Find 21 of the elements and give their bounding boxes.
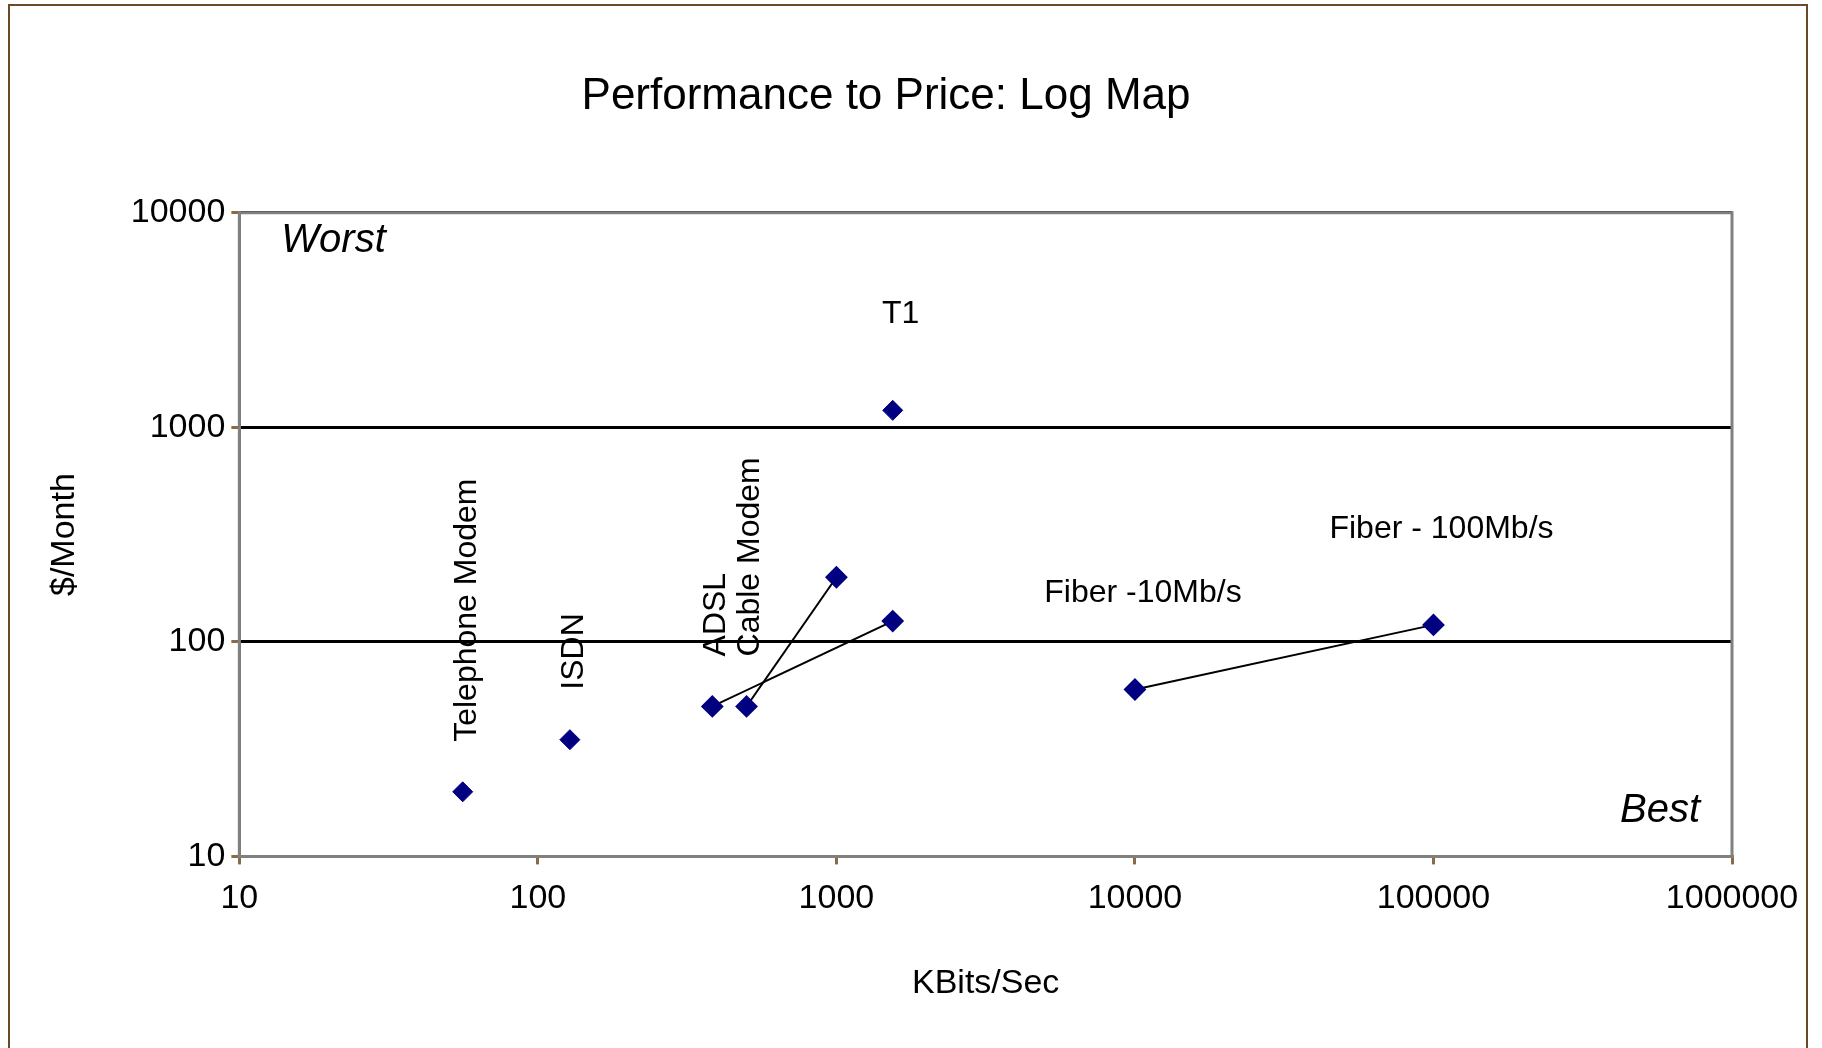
x-tick-label: 100 <box>509 877 567 916</box>
chart-title: Performance to Price: Log Map <box>581 68 1191 118</box>
y-tick-label: 10000 <box>130 191 226 230</box>
annotation: Telephone Modem <box>446 478 483 742</box>
y-tick-label: 1000 <box>149 405 226 444</box>
y-tick-label: 10 <box>187 834 226 873</box>
y-tick-label: 100 <box>168 620 226 659</box>
annotation: Worst <box>281 215 388 260</box>
x-axis-title: KBits/Sec <box>911 961 1060 1000</box>
annotation: Fiber - 100Mb/s <box>1329 508 1554 545</box>
annotation: Cable Modem <box>730 457 767 657</box>
x-tick-label: 10000 <box>1087 877 1183 916</box>
x-tick-label: 1000000 <box>1665 877 1799 916</box>
x-tick-label: 100000 <box>1376 877 1491 916</box>
annotation: ADSL <box>696 572 733 657</box>
y-axis-title: $/Month <box>42 473 81 597</box>
annotation: Fiber -10Mb/s <box>1044 573 1242 610</box>
x-tick-label: 10 <box>220 877 259 916</box>
annotation: Best <box>1619 785 1702 830</box>
annotation: T1 <box>882 294 920 331</box>
x-tick-label: 1000 <box>798 877 875 916</box>
